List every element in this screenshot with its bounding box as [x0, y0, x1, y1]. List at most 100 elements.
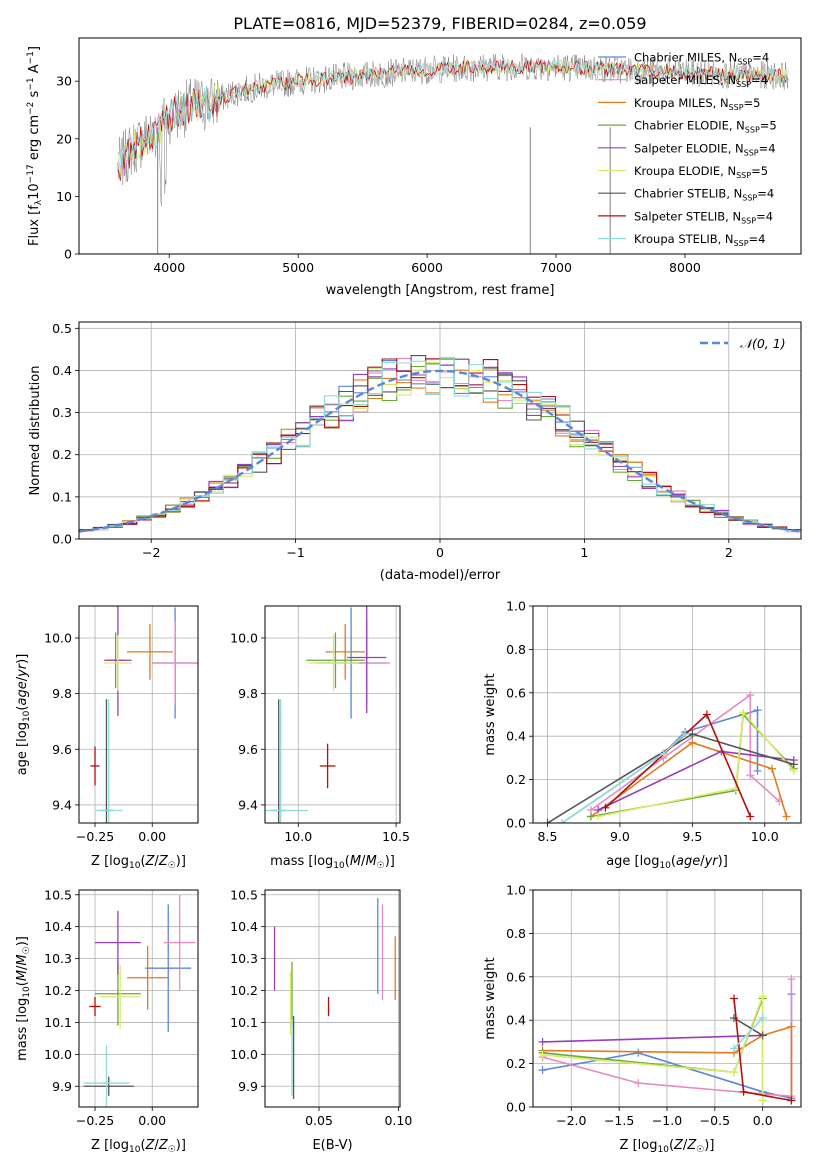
- plus-marker: [746, 771, 755, 780]
- series-salpeter-stelib: [730, 994, 796, 1105]
- legend-label-kroupa-stelib: Kroupa STELIB, NSSP=4: [634, 232, 765, 248]
- series-kroupa-stelib: [557, 730, 690, 823]
- plus-marker: [601, 803, 610, 812]
- y-tick-label: 1.0: [506, 883, 526, 898]
- y-tick-label: 10.1: [230, 1015, 258, 1030]
- x-tick-label: 0.00: [138, 829, 166, 844]
- x-tick-label: 9.0: [610, 829, 630, 844]
- model-salpeter-miles-line: [117, 58, 789, 176]
- series-line: [590, 693, 780, 811]
- y-tick-label: 9.4: [52, 797, 72, 812]
- y-tick-label: 9.9: [52, 1079, 72, 1094]
- x-tick-label: 4000: [153, 260, 185, 275]
- x-tick-label: 10.0: [751, 829, 779, 844]
- x-tick-label: 8000: [669, 260, 701, 275]
- panel-mass-vs-ebv: 0.05 0.10 9.9 10.0 10.1 10.2 10.3 10.4 10.5 E(B-V…: [230, 887, 412, 1153]
- x-tick-label: 7000: [540, 260, 572, 275]
- plus-marker: [782, 812, 791, 821]
- y-tick-label: 9.4: [238, 797, 258, 812]
- legend-label-salpeter-elodie: Salpeter ELODIE, NSSP=4: [634, 141, 776, 157]
- plus-marker: [758, 992, 767, 1001]
- y-tick-label: 0.1: [52, 489, 72, 504]
- y-tick-label: 0.8: [506, 642, 526, 657]
- plus-marker: [768, 764, 777, 773]
- y-axis-label: age [log10(age/yr)]: [15, 654, 32, 776]
- plot-area: [79, 890, 198, 1107]
- x-tick-label: 0.10: [384, 1113, 412, 1128]
- x-tick-label: 10.5: [382, 829, 410, 844]
- spectrum-legend: Chabrier MILES, NSSP=4 Salpeter MILES, NS…: [598, 51, 777, 248]
- x-tick-label: 10.0: [284, 829, 312, 844]
- plus-marker: [739, 1087, 748, 1096]
- plus-marker: [634, 1079, 643, 1088]
- plot-area: [533, 606, 801, 823]
- y-tick-label: 0.6: [506, 969, 526, 984]
- point-kroupa-miles: [127, 945, 169, 1010]
- x-tick-label: 0: [436, 545, 444, 560]
- point-salpeter-miles: [163, 894, 196, 991]
- series-line: [542, 998, 764, 1101]
- x-tick-label: −2.0: [556, 1113, 586, 1128]
- x-tick-label: 9.5: [682, 829, 702, 844]
- y-tick-label: 10.2: [44, 983, 72, 998]
- plus-marker: [746, 690, 755, 699]
- plus-marker: [557, 819, 566, 823]
- y-axis-label: Normed distribution: [28, 366, 43, 496]
- x-tick-label: 5000: [282, 260, 314, 275]
- point-chabrier-elodie: [306, 632, 365, 689]
- series-line: [733, 1017, 764, 1037]
- y-tick-label: 0.2: [506, 772, 526, 787]
- x-tick-label: −0.5: [700, 1113, 730, 1128]
- axes-frame: [78, 37, 802, 255]
- series-line: [733, 1017, 764, 1049]
- point-kroupa-elodie: [104, 635, 132, 691]
- plus-marker: [787, 1096, 796, 1105]
- series-line: [590, 741, 788, 818]
- point-salpeter-stelib: [90, 746, 100, 786]
- y-tick-label: 10.0: [230, 1047, 258, 1062]
- plot-area: [265, 606, 400, 823]
- x-tick-label: −2: [142, 545, 160, 560]
- x-tick-label: −1.0: [652, 1113, 682, 1128]
- x-tick-label: 2: [725, 545, 733, 560]
- y-tick-label: 9.9: [238, 1079, 258, 1094]
- plus-marker: [659, 749, 668, 758]
- point-kroupa-stelib: [265, 699, 309, 823]
- y-tick-label: 10.3: [44, 951, 72, 966]
- point-salpeter-stelib: [319, 743, 336, 789]
- point-salpeter-elodie: [95, 910, 141, 975]
- y-tick-label: 30: [56, 74, 72, 89]
- series-chabrier-stelib: [730, 1014, 767, 1040]
- y-tick-label: 1.0: [506, 599, 526, 614]
- x-tick-label: −1: [286, 545, 304, 560]
- plus-marker: [753, 706, 762, 715]
- legend-label-kroupa-miles: Kroupa MILES, NSSP=5: [634, 96, 760, 112]
- point-kroupa-miles: [127, 624, 173, 680]
- y-tick-label: 0.6: [506, 685, 526, 700]
- normal-pdf-curve: [79, 369, 801, 533]
- y-axis-label: mass weight: [483, 957, 498, 1039]
- y-tick-label: 0.0: [506, 1100, 526, 1115]
- y-tick-label: 10.4: [44, 919, 72, 934]
- y-tick-label: 0.2: [52, 447, 72, 462]
- y-tick-label: 0: [64, 247, 72, 262]
- panel-mass-vs-z: −0.25 0.00 9.9 10.0 10.1 10.2 10.3 10.4 10.5 Z [l…: [15, 887, 199, 1155]
- x-tick-label: 6000: [411, 260, 443, 275]
- y-tick-label: 10.1: [44, 1015, 72, 1030]
- plus-marker: [688, 738, 697, 747]
- model-kroupa-stelib-line: [117, 59, 789, 177]
- x-axis-label: E(B-V): [312, 1138, 352, 1153]
- y-tick-label: 10.5: [230, 887, 258, 902]
- panel-residuals: −2 −1 0 1 2 0.0 0.1 0.2 0.3 0.4 0.5 𝒩(0, 1) (data-mo…: [28, 321, 802, 583]
- y-tick-label: 0.0: [52, 532, 72, 547]
- legend-label-kroupa-elodie: Kroupa ELODIE, NSSP=5: [634, 164, 768, 180]
- point-kroupa-elodie: [99, 964, 141, 1029]
- x-axis-label: Z [log10(Z/Z☉)]: [91, 854, 186, 871]
- x-axis-label: mass [log10(M/M☉)]: [270, 854, 395, 871]
- series-salpeter-stelib: [601, 710, 755, 821]
- x-tick-label: 0.00: [138, 1113, 166, 1128]
- panel-mw-vs-z: −2.0 −1.5 −1.0 −0.5 0.0 0.0 0.2 0.4 0.6 0.8 1.0 Z […: [483, 883, 802, 1155]
- legend-label-chabrier-elodie: Chabrier ELODIE, NSSP=5: [634, 119, 777, 135]
